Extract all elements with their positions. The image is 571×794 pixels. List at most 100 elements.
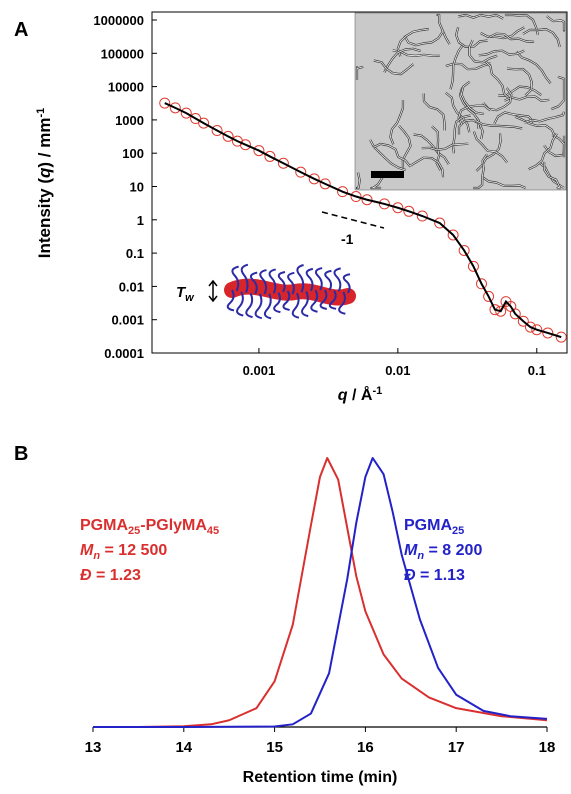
label-part: M	[404, 542, 418, 559]
chain	[263, 293, 272, 320]
data-point	[337, 186, 349, 198]
data-point	[517, 315, 529, 327]
series-line	[93, 457, 548, 728]
y-tick-label: 0.001	[111, 313, 144, 328]
worm-halo	[507, 68, 533, 96]
series-label: Đ = 1.23	[80, 567, 141, 584]
data-point	[555, 331, 567, 343]
tw-t: T	[176, 284, 187, 301]
data-point	[495, 305, 507, 317]
label-part: = 1.23	[92, 567, 141, 584]
chain	[328, 290, 337, 310]
label-part: 25	[128, 525, 140, 537]
chain	[282, 290, 291, 311]
data-point	[467, 260, 479, 272]
chain	[296, 264, 305, 293]
y-label-part: Intensity (	[35, 178, 54, 259]
worm-halo	[469, 39, 498, 63]
series-label: Đ = 1.13	[404, 567, 465, 584]
chain	[277, 271, 286, 293]
inset-image	[354, 12, 567, 191]
chain	[231, 265, 240, 292]
data-point	[264, 150, 276, 162]
chain	[268, 268, 277, 294]
chain	[342, 273, 351, 294]
data-point	[159, 97, 171, 109]
chain	[287, 271, 295, 295]
y-tick-label: 100000	[101, 46, 144, 61]
chain	[254, 293, 263, 320]
series-label: PGMA25	[404, 517, 464, 537]
slope-line	[321, 211, 385, 229]
chain	[301, 291, 309, 318]
x-axis-label: Retention time (min)	[243, 769, 398, 786]
x-tick-label: 0.1	[528, 363, 546, 378]
label-part: n	[417, 550, 424, 562]
chain	[305, 267, 314, 292]
series-label: Mn = 12 500	[80, 542, 167, 562]
y-tick-label: 0.1	[126, 246, 144, 261]
worm-halo	[445, 92, 470, 133]
data-point	[239, 139, 251, 151]
data-point	[211, 125, 223, 137]
data-point	[531, 324, 543, 336]
worm-halo	[473, 131, 508, 163]
chain	[314, 267, 323, 291]
data-point	[434, 217, 446, 229]
data-point	[222, 130, 234, 142]
worm-halo	[383, 48, 421, 73]
x-label-part: / Å	[348, 385, 373, 404]
chain	[273, 292, 281, 314]
data-point	[319, 178, 331, 190]
y-label-part: q	[35, 167, 54, 178]
data-point	[378, 198, 390, 210]
data-point	[447, 229, 459, 241]
y-axis-label: Intensity (q) / mm-1	[35, 108, 54, 259]
y-label-part: -1	[35, 108, 47, 118]
chain	[240, 263, 249, 294]
chain	[338, 291, 346, 315]
data-point	[489, 304, 501, 316]
y-label-part: ) / mm	[35, 118, 54, 168]
slope-label: -1	[341, 231, 354, 247]
data-point	[308, 173, 320, 185]
worm-halo	[480, 26, 525, 39]
worm-halo	[458, 14, 504, 19]
x-tick-label: 14	[175, 739, 192, 756]
worm-halo	[522, 28, 561, 48]
worm-halo	[516, 51, 551, 84]
worm-halo	[551, 76, 565, 110]
x-axis-label: q / Å-1	[338, 385, 382, 404]
tw-arrow	[208, 279, 218, 303]
plot-frame	[151, 11, 568, 354]
label-part: = 8 200	[424, 542, 482, 559]
x-tick-label: 13	[85, 739, 102, 756]
chain	[333, 267, 342, 292]
data-point	[416, 210, 428, 222]
data-point	[458, 244, 470, 256]
label-part: = 1.13	[416, 567, 465, 584]
data-point	[475, 278, 487, 290]
worm-halo	[481, 176, 526, 189]
worm-halo	[437, 14, 450, 45]
data-point	[361, 194, 373, 206]
worm-halo	[450, 43, 464, 90]
data-point	[295, 166, 307, 178]
chain	[249, 271, 258, 295]
worm-halo	[413, 134, 450, 165]
x-tick-label: 18	[539, 739, 556, 756]
label-part: = 12 500	[100, 542, 167, 559]
worm-halo	[528, 133, 558, 170]
y-tick-label: 1	[137, 213, 144, 228]
x-label-part: -1	[372, 385, 382, 397]
chain	[291, 292, 300, 319]
data-point	[542, 327, 554, 339]
worm-halo	[423, 93, 445, 131]
label-part: 45	[207, 525, 219, 537]
y-tick-label: 1000000	[93, 13, 144, 28]
data-point	[198, 117, 210, 129]
data-point	[350, 191, 362, 203]
label-part: PGMA	[404, 517, 452, 534]
worm-halo	[524, 111, 565, 123]
